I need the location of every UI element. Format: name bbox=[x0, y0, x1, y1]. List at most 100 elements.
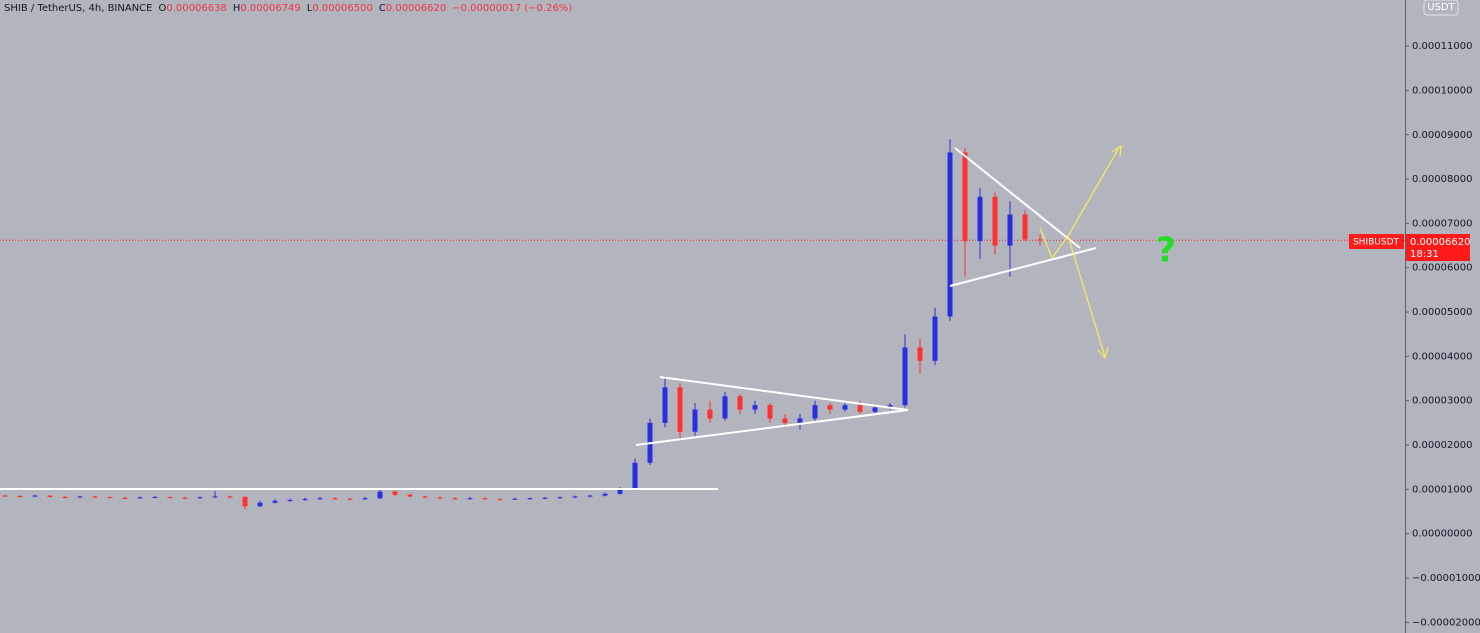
candle-body bbox=[1007, 214, 1013, 246]
candle-body bbox=[347, 498, 353, 500]
candle-body bbox=[302, 499, 308, 501]
candle-body bbox=[212, 496, 218, 498]
arrow-up bbox=[1039, 145, 1121, 260]
ohlc-label: L bbox=[307, 3, 313, 14]
candle-body bbox=[932, 316, 938, 361]
y-tick-label: 0.00009000 bbox=[1412, 130, 1472, 141]
candle-body bbox=[47, 495, 53, 497]
y-tick-label: 0.00005000 bbox=[1412, 307, 1472, 318]
y-tick-label: 0.00006000 bbox=[1412, 263, 1472, 274]
trend-line bbox=[954, 147, 1081, 249]
candle-body bbox=[467, 498, 473, 500]
arrow-head bbox=[1111, 144, 1122, 158]
y-tick-label: 0.00007000 bbox=[1412, 218, 1472, 229]
candle-body bbox=[887, 405, 893, 408]
trend-line bbox=[635, 409, 909, 446]
candle-body bbox=[137, 497, 143, 499]
symbol-tag bbox=[1349, 234, 1404, 249]
candle-body bbox=[752, 405, 758, 410]
projection bbox=[1039, 144, 1122, 360]
countdown: 18:31 bbox=[1410, 249, 1439, 260]
y-tick-label: 0.00004000 bbox=[1412, 351, 1472, 362]
candle-body bbox=[452, 498, 458, 500]
symbol-tag-label: SHIBUSDT bbox=[1353, 238, 1400, 248]
ohlc-label: H bbox=[233, 3, 241, 14]
candle-body bbox=[692, 409, 698, 432]
candle-body bbox=[242, 496, 248, 507]
candle-body bbox=[167, 496, 173, 498]
candle-body bbox=[572, 496, 578, 498]
annotation: ? bbox=[1156, 231, 1176, 271]
y-tick-label: 0.00008000 bbox=[1412, 174, 1472, 185]
candle-body bbox=[227, 496, 233, 498]
candle-body bbox=[872, 407, 878, 412]
candle-body bbox=[107, 496, 113, 498]
candle-body bbox=[362, 498, 368, 500]
candle-body bbox=[17, 496, 23, 498]
candle-body bbox=[617, 489, 623, 494]
ohlc-value: 0.00006749 bbox=[240, 3, 300, 14]
candle-body bbox=[92, 496, 98, 498]
header-title: SHIB / TetherUS, 4h, BINANCE bbox=[4, 3, 152, 14]
candle-body bbox=[827, 405, 833, 410]
y-tick-label: 0.00002000 bbox=[1412, 440, 1472, 451]
candle-body bbox=[767, 405, 773, 419]
candle-body bbox=[182, 497, 188, 499]
ohlc-label: O bbox=[158, 3, 166, 14]
header: SHIB / TetherUS, 4h, BINANCE O0.00006638 H… bbox=[4, 3, 572, 14]
y-tick-label: 0.00010000 bbox=[1412, 85, 1472, 96]
candle-body bbox=[632, 462, 638, 490]
candle-body bbox=[62, 496, 68, 498]
candle-body bbox=[287, 500, 293, 502]
candle-body bbox=[512, 498, 518, 500]
candle-body bbox=[737, 396, 743, 410]
arrow-head bbox=[1097, 346, 1109, 360]
y-tick-label: 0.00001000 bbox=[1412, 484, 1472, 495]
currency-label: USDT bbox=[1427, 2, 1455, 13]
candle-body bbox=[152, 496, 158, 498]
candle-body bbox=[122, 497, 128, 499]
candle-body bbox=[857, 405, 863, 412]
y-tick-label: −0.00002000 bbox=[1412, 617, 1480, 628]
candle-body bbox=[527, 498, 533, 500]
y-tick-label: 0.00000000 bbox=[1412, 529, 1472, 540]
candle-body bbox=[197, 497, 203, 499]
y-tick-label: 0.00011000 bbox=[1412, 41, 1472, 52]
candle-body bbox=[677, 387, 683, 432]
ohlc-label: C bbox=[379, 3, 386, 14]
candle-body bbox=[812, 405, 818, 419]
currency-badge[interactable] bbox=[1423, 0, 1459, 16]
candle-body bbox=[962, 152, 968, 242]
candle-body bbox=[272, 500, 278, 503]
candle-body bbox=[977, 196, 983, 242]
candle-body bbox=[722, 396, 728, 419]
candle-body bbox=[797, 418, 803, 423]
candle-body bbox=[377, 491, 383, 499]
price-tag bbox=[1406, 234, 1470, 261]
candle-body bbox=[542, 497, 548, 499]
candle-body bbox=[422, 496, 428, 498]
candle-body bbox=[662, 387, 668, 423]
candle-body bbox=[257, 502, 263, 507]
candle-body bbox=[32, 495, 38, 497]
price-tag-label: 0.00006620 bbox=[1410, 237, 1470, 248]
candle-body bbox=[2, 495, 8, 497]
candle-body bbox=[392, 491, 398, 495]
candle-body bbox=[332, 498, 338, 500]
candle-body bbox=[482, 498, 488, 500]
candle-body bbox=[782, 418, 788, 423]
candle-body bbox=[317, 498, 323, 500]
candle-body bbox=[842, 405, 848, 410]
candle-body bbox=[947, 152, 953, 317]
candle-body bbox=[902, 347, 908, 406]
ohlc-value: 0.00006620 bbox=[386, 3, 446, 14]
candle-body bbox=[587, 495, 593, 497]
candle-body bbox=[77, 496, 83, 498]
candle-body bbox=[992, 196, 998, 246]
trend-line bbox=[659, 376, 909, 411]
trend-line bbox=[949, 247, 1097, 287]
candle-body bbox=[557, 497, 563, 499]
